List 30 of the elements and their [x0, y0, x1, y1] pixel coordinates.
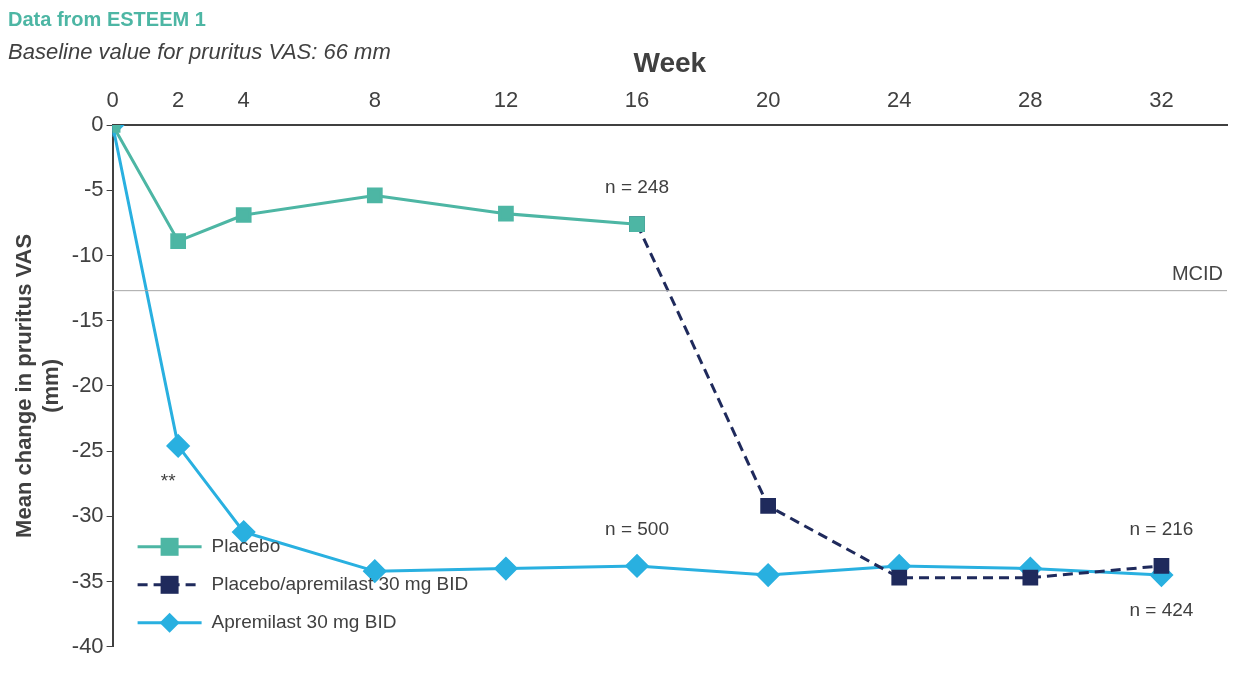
legend-label: Placebo: [211, 535, 281, 557]
x-tick-label: 28: [1018, 86, 1043, 112]
y-tick-label: 0: [91, 111, 104, 137]
legend-label: Apremilast 30 mg BID: [211, 611, 397, 633]
y-tick-label: -25: [71, 437, 104, 463]
annotation: **: [160, 470, 177, 492]
x-tick-label: 2: [172, 86, 185, 112]
y-tick-label: -35: [71, 567, 104, 593]
legend-label: Placebo/apremilast 30 mg BID: [211, 573, 469, 595]
ref-line-label: MCID: [1171, 262, 1223, 285]
y-tick-label: -5: [84, 176, 104, 202]
chart-title: Data from ESTEEM 1: [8, 8, 207, 31]
y-axis-title: Mean change in pruritus VAS (mm): [11, 233, 63, 538]
x-tick-label: 20: [755, 86, 781, 112]
x-tick-label: 4: [237, 86, 250, 112]
x-axis-title: Week: [633, 46, 707, 78]
x-tick-label: 8: [368, 86, 381, 112]
y-tick-label: -15: [71, 306, 104, 332]
x-tick-label: 24: [886, 86, 912, 112]
y-tick-label: -40: [71, 632, 104, 658]
x-tick-label: 32: [1149, 86, 1174, 112]
annotation: n = 424: [1129, 599, 1194, 621]
x-tick-label: 12: [493, 86, 519, 112]
x-tick-label: 16: [624, 86, 650, 112]
annotation: n = 248: [605, 176, 669, 198]
y-tick-label: -20: [71, 371, 104, 397]
y-tick-label: -30: [71, 502, 104, 528]
annotation: n = 216: [1129, 518, 1194, 540]
annotation: n = 500: [605, 518, 669, 540]
y-tick-label: -10: [71, 241, 104, 267]
